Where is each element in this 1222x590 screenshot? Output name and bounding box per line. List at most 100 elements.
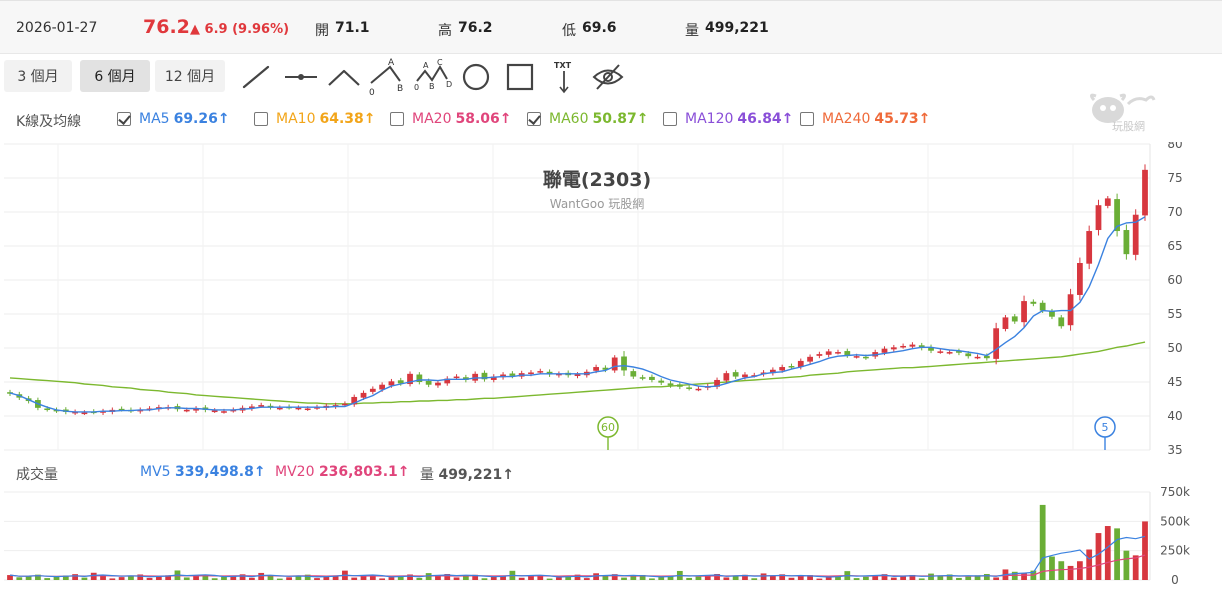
candle — [72, 411, 79, 414]
candle — [1002, 317, 1009, 329]
volume-bar — [769, 575, 776, 580]
candle — [1123, 230, 1130, 255]
volume-bar — [128, 575, 134, 580]
volume-bar — [304, 574, 311, 580]
xabcd-c-label: C — [437, 58, 443, 67]
ma5-checkbox[interactable] — [117, 112, 131, 126]
ma20-checkbox[interactable] — [390, 112, 404, 126]
candle — [928, 346, 934, 351]
candle — [481, 372, 488, 380]
line-tool-icon[interactable] — [237, 60, 277, 94]
volume-bar — [993, 577, 1000, 580]
range-12-months-button[interactable]: 12 個月 — [155, 60, 225, 92]
segment-tool-icon[interactable] — [281, 60, 321, 94]
ma120-value: 46.84↑ — [737, 111, 794, 127]
ma60-checkbox[interactable] — [527, 112, 541, 126]
candle — [379, 384, 386, 390]
range-3-months-button[interactable]: 3 個月 — [4, 60, 72, 92]
ma240-checkbox[interactable] — [800, 112, 814, 126]
ma240-toggle[interactable]: MA240 45.73↑ — [800, 111, 930, 127]
volume-bar — [7, 575, 13, 580]
ma120-checkbox[interactable] — [663, 112, 677, 126]
volume-title: 成交量 — [16, 467, 58, 483]
candle — [723, 373, 730, 381]
text-marker-icon[interactable]: TXT — [544, 60, 584, 94]
candle — [351, 396, 358, 405]
candle — [732, 372, 739, 377]
volume-tick-label: 750k — [1160, 485, 1190, 499]
candle — [304, 408, 311, 411]
y-tick-label: 55 — [1167, 307, 1182, 321]
abc-a-label: A — [388, 58, 395, 68]
volume-bar — [583, 578, 590, 580]
volume-bar — [286, 577, 292, 580]
candle — [556, 373, 562, 376]
low-value: 69.6 — [582, 20, 617, 36]
candle — [193, 408, 199, 411]
candle — [788, 366, 795, 368]
volume-bar — [937, 575, 944, 580]
volume-bar — [807, 575, 813, 580]
volume-chart[interactable]: 750k 500k 250k 0 — [0, 484, 1222, 588]
price-chart[interactable]: 聯電(2303) WantGoo 玩股網 35 40 45 50 55 60 65 70 75 8… — [0, 142, 1222, 454]
volume-bar — [211, 578, 218, 580]
candle — [816, 354, 823, 356]
vol-name: 量 — [420, 467, 434, 483]
vol-label: 量 499,221↑ — [420, 464, 514, 484]
candle — [983, 355, 990, 359]
y-tick-label: 50 — [1167, 341, 1182, 355]
hide-eye-icon[interactable] — [588, 60, 628, 94]
volume-bar — [314, 578, 320, 580]
volume-bar — [816, 578, 823, 580]
abc-pattern-icon[interactable]: 0 A B — [366, 58, 408, 98]
volume-bar — [574, 574, 581, 580]
candle — [1076, 263, 1083, 295]
candle — [1142, 169, 1148, 216]
circle-tool-icon[interactable] — [456, 60, 496, 94]
ma10-toggle[interactable]: MA10 64.38↑ — [254, 111, 376, 127]
ma5-toggle[interactable]: MA5 69.26↑ — [117, 111, 230, 127]
volume-bar — [25, 575, 32, 580]
angle-tool-icon[interactable] — [324, 60, 364, 94]
volume-bar — [1132, 555, 1139, 580]
volume-bar — [630, 576, 637, 580]
volume-tick-label: 250k — [1160, 544, 1190, 558]
candle — [863, 356, 869, 359]
ma-legend: K線及均線 MA5 69.26↑ MA10 64.38↑ MA20 58.06↑… — [0, 106, 1222, 134]
candle — [407, 373, 413, 385]
volume-bar — [407, 574, 413, 580]
candle — [249, 406, 255, 409]
volume-bar — [351, 577, 358, 580]
mv20-value: 236,803.1↑ — [318, 464, 410, 480]
y-tick-label: 65 — [1167, 239, 1182, 253]
candle — [797, 360, 804, 368]
candle — [611, 357, 618, 371]
candle — [509, 373, 516, 376]
ma120-toggle[interactable]: MA120 46.84↑ — [663, 111, 793, 127]
ma60-toggle[interactable]: MA60 50.87↑ — [527, 111, 649, 127]
volume-bar — [435, 575, 441, 580]
chart-subtitle: WantGoo 玩股網 — [550, 197, 645, 211]
high-label: 高 — [438, 23, 452, 39]
volume-bar — [556, 577, 562, 580]
candle — [825, 351, 832, 355]
candle — [769, 369, 776, 374]
rectangle-tool-icon[interactable] — [500, 60, 540, 94]
candle — [649, 376, 655, 380]
ma20-toggle[interactable]: MA20 58.06↑ — [390, 111, 512, 127]
candle — [993, 328, 1000, 359]
candle — [1058, 317, 1065, 327]
candle — [211, 410, 218, 413]
volume-bar — [276, 578, 283, 580]
volume-bar — [416, 577, 423, 580]
volume-bar — [537, 575, 544, 580]
volume-bars-group — [7, 504, 1148, 580]
range-6-months-button[interactable]: 6 個月 — [80, 60, 150, 92]
candle — [416, 374, 423, 382]
mv5-label: MV5 339,498.8↑ — [140, 464, 266, 480]
candle — [118, 408, 125, 411]
volume-bar — [704, 575, 711, 580]
ma10-checkbox[interactable] — [254, 112, 268, 126]
xabcd-pattern-icon[interactable]: 0 A B C D — [413, 58, 455, 94]
volume-bar — [35, 574, 41, 580]
